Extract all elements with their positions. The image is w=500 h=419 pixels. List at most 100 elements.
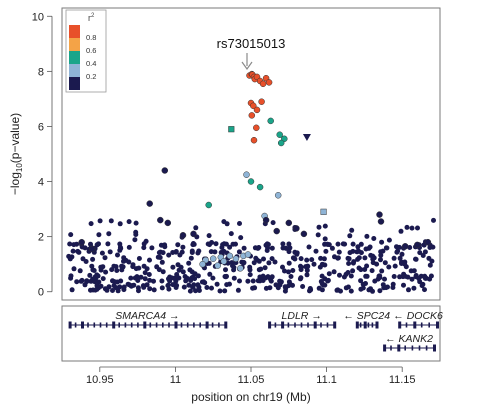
- scatter-point-bg: [191, 241, 197, 247]
- scatter-point-bg: [160, 269, 166, 275]
- scatter-point-bg: [349, 227, 355, 233]
- scatter-point-bg: [381, 285, 387, 291]
- gene-label: ← DOCK6: [393, 310, 443, 322]
- gene-exon: [428, 322, 430, 328]
- scatter-point-bg: [377, 273, 383, 279]
- scatter-point-bg: [107, 249, 113, 255]
- gene-exon: [405, 322, 408, 328]
- scatter-point: [276, 131, 283, 138]
- gene-exon: [320, 322, 322, 328]
- scatter-point-bg: [154, 264, 160, 270]
- gene-exon: [418, 345, 421, 351]
- scatter-point-bg: [156, 250, 162, 256]
- scatter-point-bg: [267, 285, 273, 291]
- scatter-point: [243, 171, 250, 178]
- scatter-point-bg: [231, 267, 237, 273]
- scatter-point: [209, 255, 217, 262]
- gene-exon: [168, 322, 170, 328]
- scatter-point-bg: [362, 255, 368, 261]
- gene-exon: [81, 321, 84, 329]
- scatter-point-bg: [325, 277, 331, 283]
- scatter-point-bg: [151, 287, 157, 293]
- gene-exon: [375, 321, 379, 329]
- scatter-point-bg: [119, 267, 125, 273]
- scatter-point-bg: [190, 284, 195, 290]
- scatter-point-bg: [88, 221, 94, 227]
- gene-ldlr: LDLR →: [268, 310, 337, 329]
- scatter-point-bg: [398, 228, 404, 234]
- scatter-point-bg: [362, 267, 368, 272]
- scatter-point-bg: [384, 245, 390, 251]
- scatter-point-bg: [133, 232, 139, 237]
- scatter-point-bg: [358, 278, 364, 284]
- scatter-point: [265, 79, 273, 86]
- scatter-point-bg: [102, 255, 108, 261]
- gene-exon: [99, 322, 102, 328]
- scatter-point-bg: [392, 263, 398, 269]
- scatter-point: [157, 216, 164, 224]
- scatter-point: [300, 230, 308, 238]
- scatter-point-bg: [407, 245, 413, 250]
- scatter-point-bg: [323, 248, 329, 254]
- scatter-point-bg: [346, 256, 352, 262]
- scatter-point: [244, 251, 252, 258]
- scatter-point-bg: [308, 287, 314, 293]
- scatter-point-bg: [74, 279, 80, 285]
- gene-exon: [93, 322, 96, 328]
- scatter-point-bg: [350, 268, 356, 274]
- scatter-point-bg: [283, 245, 289, 251]
- gene-smarca4: SMARCA4 →: [68, 310, 228, 329]
- scatter-point-bg: [262, 265, 268, 271]
- scatter-point-bg: [170, 250, 176, 255]
- scatter-point-bg: [162, 242, 168, 248]
- scatter-point-bg: [379, 268, 385, 274]
- gene-dock6: ← DOCK6: [393, 310, 443, 329]
- scatter-point-bg: [159, 278, 165, 284]
- scatter-point-bg: [136, 288, 141, 294]
- y-tick-label: 6: [38, 121, 44, 133]
- gene-exon: [411, 345, 414, 351]
- gene-exon: [383, 344, 387, 352]
- scatter-point-bg: [155, 254, 161, 260]
- scatter-point-bg: [397, 274, 403, 280]
- gene-exon: [390, 345, 392, 351]
- scatter-point-bg: [228, 231, 234, 237]
- gene-exon: [420, 322, 423, 328]
- scatter-point-bg: [413, 273, 419, 278]
- scatter-point-bg: [71, 242, 77, 248]
- legend-label-0-6: 0.6: [86, 46, 96, 55]
- scatter-point-bg: [98, 264, 104, 270]
- scatter-point-bg: [268, 278, 274, 284]
- scatter-point-bg: [260, 274, 266, 280]
- scatter-point-bg: [84, 278, 90, 284]
- scatter-point-bg: [100, 276, 106, 282]
- y-axis-label-prefix: −log: [8, 172, 22, 195]
- gene-exon: [130, 322, 133, 328]
- gene-exon: [193, 322, 195, 328]
- legend-swatch-06-08: [69, 38, 80, 51]
- scatter-point-bg: [108, 218, 114, 224]
- scatter-point-bg: [406, 287, 411, 293]
- scatter-point-bg: [189, 269, 195, 275]
- scatter-point-bg: [250, 278, 256, 284]
- scatter-point-bg: [71, 266, 77, 272]
- scatter-point-bg: [69, 287, 75, 293]
- scatter-point-bg: [391, 255, 397, 261]
- scatter-point-bg: [206, 233, 212, 239]
- scatter-point-bg: [223, 241, 229, 247]
- scatter-point-bg: [147, 277, 153, 283]
- scatter-point-bg: [343, 285, 349, 291]
- scatter-point-bg: [227, 281, 232, 287]
- scatter-point-bg: [159, 285, 165, 291]
- scatter-point-bg: [270, 220, 276, 226]
- scatter-point-bg: [159, 259, 165, 265]
- legend-title: r2: [88, 13, 95, 23]
- scatter-point-bg: [326, 271, 332, 277]
- scatter-point: [220, 258, 228, 265]
- scatter-point-bg: [265, 274, 271, 280]
- scatter-point-bg: [90, 256, 96, 262]
- legend-label-0-8: 0.8: [86, 33, 96, 42]
- scatter-point-bg: [97, 218, 103, 224]
- scatter-point-bg: [80, 256, 86, 262]
